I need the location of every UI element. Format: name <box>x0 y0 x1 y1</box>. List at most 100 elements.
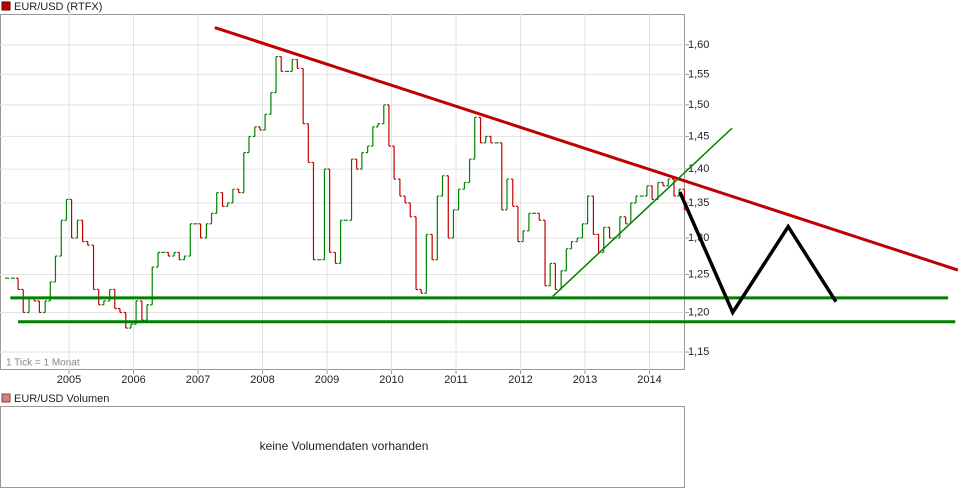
ohlc-bar <box>80 219 85 243</box>
ohlc-bar <box>145 304 150 321</box>
ohlc-bar <box>644 185 649 197</box>
trend-line <box>552 127 733 297</box>
ohlc-bar <box>290 58 295 73</box>
ohlc-bar <box>483 135 488 144</box>
ohlc-bar <box>575 237 580 243</box>
ohlc-bar <box>172 251 177 257</box>
x-tick-label: 2005 <box>57 374 81 386</box>
ohlc-bar <box>515 205 520 243</box>
ohlc-bar <box>257 126 262 131</box>
ohlc-bar <box>591 195 596 236</box>
y-tick-label: 1,45 <box>688 130 709 142</box>
ohlc-bar <box>553 262 558 291</box>
y-tick-label: 1,15 <box>688 346 709 358</box>
ohlc-bar <box>123 311 128 329</box>
legend-swatch <box>1 393 11 403</box>
ohlc-bar <box>37 300 42 314</box>
y-tick-label: 1,55 <box>688 68 709 80</box>
ohlc-bar <box>462 181 467 190</box>
ohlc-bar <box>166 251 171 257</box>
ohlc-bar <box>75 219 80 239</box>
ohlc-bar <box>91 244 96 291</box>
ohlc-bar <box>64 198 69 221</box>
ohlc-bar <box>177 251 182 261</box>
ohlc-bar <box>661 181 666 187</box>
ohlc-bar <box>327 168 332 254</box>
ohlc-bar <box>564 248 569 272</box>
ohlc-bar <box>359 152 364 170</box>
ohlc-bar <box>526 212 531 232</box>
x-tick-label: 2006 <box>121 374 145 386</box>
ohlc-bar <box>188 223 193 257</box>
ohlc-bar <box>311 161 316 261</box>
ohlc-bar <box>488 135 493 144</box>
trend-line <box>678 191 838 317</box>
ohlc-bar <box>263 113 268 131</box>
ohlc-bar <box>510 178 515 207</box>
x-tick-label: 2007 <box>186 374 210 386</box>
ohlc-bar <box>214 192 219 214</box>
y-tick-label: 1,50 <box>688 99 709 111</box>
ohlc-bar <box>543 219 548 287</box>
ohlc-bar <box>499 142 504 211</box>
ohlc-bar <box>306 123 311 164</box>
ohlc-bar <box>16 277 21 291</box>
y-tick-label: 1,40 <box>688 163 709 175</box>
ohlc-bar <box>274 55 279 94</box>
ohlc-bar <box>349 158 354 221</box>
ohlc-bar <box>279 55 284 73</box>
ohlc-bar <box>43 300 48 314</box>
ohlc-bar <box>537 212 542 221</box>
ohlc-bar <box>585 195 590 225</box>
x-tick-label: 2008 <box>250 374 274 386</box>
ohlc-bar <box>225 202 230 207</box>
ohlc-bar <box>548 262 553 287</box>
ohlc-bar <box>338 219 343 264</box>
y-tick-label: 1,25 <box>688 268 709 280</box>
ohlc-bar <box>472 116 477 160</box>
ohlc-bar <box>414 216 419 291</box>
ohlc-bar <box>403 195 408 204</box>
ohlc-bar <box>424 233 429 294</box>
ohlc-bar <box>21 288 26 314</box>
ohlc-bar <box>230 188 235 204</box>
ohlc-bar <box>440 175 445 197</box>
ohlc-bar <box>375 123 380 128</box>
ohlc-bar <box>59 219 64 257</box>
tick-note: 1 Tick = 1 Monat <box>6 358 80 369</box>
ohlc-bar <box>617 216 622 239</box>
ohlc-bar <box>435 195 440 261</box>
ohlc-bar <box>333 251 338 264</box>
y-tick-label: 1,60 <box>688 39 709 51</box>
ohlc-bar <box>236 188 241 194</box>
x-tick-label: 2009 <box>315 374 339 386</box>
ohlc-bar <box>446 175 451 239</box>
ohlc-bar <box>456 188 461 211</box>
ohlc-bar <box>392 145 397 180</box>
legend-swatch <box>1 1 11 11</box>
y-tick-label: 1,20 <box>688 306 709 318</box>
ohlc-bar <box>365 145 370 154</box>
ohlc-bar <box>354 158 359 170</box>
ohlc-bar <box>53 255 58 283</box>
x-tick-label: 2012 <box>508 374 532 386</box>
ohlc-bar <box>301 67 306 125</box>
ohlc-bar <box>386 104 391 147</box>
ohlc-bar <box>268 91 273 115</box>
ohlc-bar <box>295 58 300 70</box>
trend-line <box>214 26 959 272</box>
ohlc-bar <box>101 300 106 306</box>
ohlc-bar <box>397 178 402 197</box>
chart-title: EUR/USD (RTFX) <box>14 1 102 13</box>
ohlc-bar <box>182 255 187 261</box>
ohlc-bar <box>241 152 246 194</box>
ohlc-bar <box>381 104 386 125</box>
ohlc-bar <box>607 226 612 239</box>
ohlc-bar <box>139 300 144 321</box>
ohlc-bar <box>198 223 203 239</box>
volume-title: EUR/USD Volumen <box>14 393 109 405</box>
x-tick-label: 2014 <box>637 374 661 386</box>
ohlc-bar <box>521 230 526 243</box>
ohlc-bar <box>666 178 671 187</box>
ohlc-bar <box>478 116 483 144</box>
